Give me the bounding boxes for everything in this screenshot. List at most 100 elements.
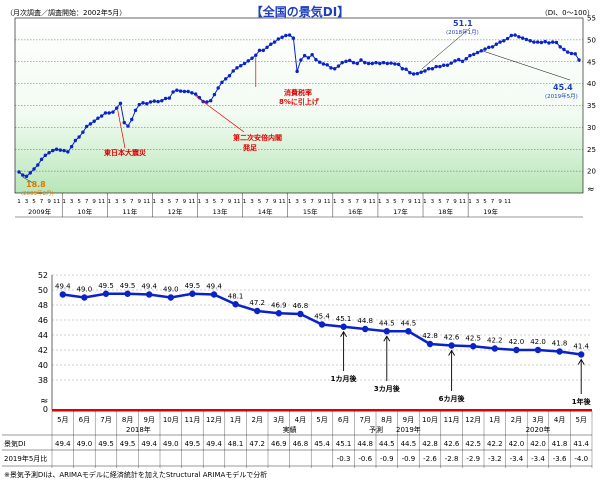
data-point (578, 351, 585, 358)
x-month-label: 9 (228, 199, 232, 205)
x-month-label: 1 (198, 199, 202, 205)
table-cell: 44.8 (357, 440, 373, 448)
data-label: 45.4 (314, 313, 330, 321)
x-month-label: 7 (40, 199, 44, 205)
y-tick-label: 40 (587, 80, 596, 88)
x-month-label: 11 (414, 199, 421, 205)
data-point (178, 89, 183, 93)
data-point (470, 343, 477, 350)
table-cell: -0.9 (402, 455, 416, 463)
data-point (513, 33, 517, 37)
data-point (189, 290, 196, 297)
data-point (408, 70, 412, 75)
x-month-label: 3 (205, 199, 209, 205)
section-forecast-label: 予測 (369, 425, 383, 434)
table-cell: -3.6 (553, 455, 567, 463)
data-point (62, 148, 66, 153)
chart-title: 【全国の景気DI】 (250, 5, 350, 19)
table-cell: 45.4 (314, 440, 330, 448)
data-point (464, 56, 468, 61)
data-point (314, 57, 318, 62)
x-month-label: 4月 (295, 416, 306, 424)
data-label: 41.4 (573, 343, 589, 351)
y-tick-label: 52 (38, 271, 48, 280)
data-point (163, 96, 168, 101)
data-point (28, 171, 32, 175)
data-point (509, 33, 514, 38)
data-point (227, 74, 232, 78)
x-year-label: 19年 (483, 207, 498, 216)
table-cell: 47.2 (249, 440, 265, 448)
data-point (81, 130, 85, 134)
data-point (554, 40, 559, 45)
data-point (426, 340, 434, 348)
horizon-arrowhead (383, 335, 391, 342)
data-point (257, 48, 262, 53)
y-tick-label: 38 (38, 376, 48, 385)
data-point (156, 99, 160, 104)
x-month-label: 5 (122, 199, 126, 205)
table-cell: 49.0 (77, 440, 93, 448)
data-point (297, 310, 304, 318)
x-month-label: 12月 (465, 416, 481, 424)
data-point (66, 150, 70, 154)
data-point (524, 37, 529, 42)
x-month-label: 9 (138, 199, 142, 205)
y-tick-label: 50 (38, 286, 48, 295)
x-month-label: 1月 (489, 416, 500, 424)
x-month-label: 7 (401, 199, 405, 205)
y-tick-label: 40 (38, 361, 48, 370)
y-tick-label: 45 (587, 58, 596, 66)
data-point (306, 56, 311, 60)
data-point (126, 124, 130, 128)
annotation-arrow (421, 27, 471, 70)
data-point (272, 40, 277, 44)
x-month-label: 9 (363, 199, 367, 205)
x-month-label: 1 (107, 199, 111, 205)
data-point (321, 62, 326, 66)
y-tick-label: 48 (38, 301, 48, 310)
data-point (99, 114, 104, 118)
data-point (329, 66, 333, 70)
data-label: 42.2 (487, 337, 503, 345)
y-tick-label: 30 (587, 124, 596, 132)
annotation-low-date: (2009年2月) (21, 189, 54, 197)
horizon-arrowhead (448, 349, 455, 356)
data-point (275, 310, 282, 317)
annotation-latest-date: (2019年5月) (545, 92, 578, 100)
x-year-label: 13年 (213, 207, 228, 216)
data-point (24, 174, 29, 179)
data-point (532, 40, 536, 44)
data-point (344, 59, 348, 64)
data-point (175, 88, 179, 92)
table-cell: -2.9 (466, 455, 480, 463)
x-month-label: 9 (273, 199, 277, 205)
x-month-label: 3 (386, 199, 390, 205)
data-point (36, 163, 40, 167)
data-point (224, 77, 228, 81)
x-month-label: 11 (459, 199, 466, 205)
data-point (216, 86, 220, 90)
data-point (235, 66, 239, 70)
table-cell: 42.0 (509, 440, 525, 448)
data-point (269, 42, 273, 46)
data-point (558, 45, 562, 49)
table-cell: -0.3 (337, 455, 351, 463)
annotation-arrow (482, 50, 571, 81)
data-point (566, 50, 570, 54)
table-cell: 49.5 (185, 440, 201, 448)
x-month-label: 1 (423, 199, 427, 205)
data-point (284, 33, 288, 38)
data-point (479, 49, 483, 53)
x-month-label: 10月 (163, 416, 179, 424)
y-tick-label: 25 (587, 146, 596, 154)
x-month-label: 5 (393, 199, 397, 205)
annotation-latest-value: 45.4 (553, 83, 573, 92)
y-tick-label: 50 (587, 36, 596, 44)
data-point (84, 124, 89, 129)
annotation-tax: 消費税率 (284, 88, 312, 97)
data-label: 49.4 (141, 283, 157, 291)
y-tick-label: 42 (38, 346, 48, 355)
x-month-label: 11 (324, 199, 331, 205)
data-point (261, 48, 265, 53)
